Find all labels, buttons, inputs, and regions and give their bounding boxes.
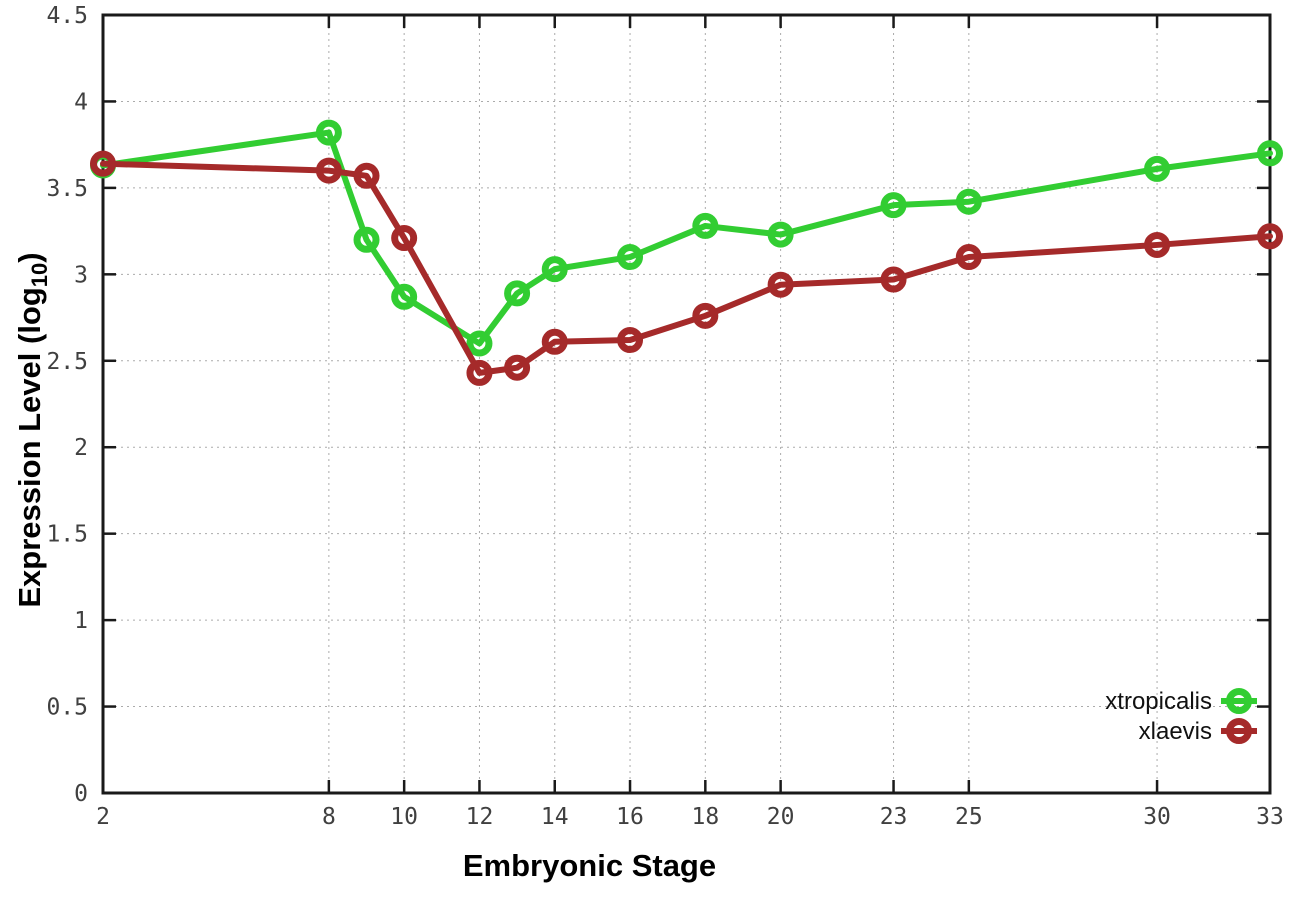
y-tick-label: 2 [74, 435, 88, 461]
x-tick-label: 20 [767, 804, 795, 830]
x-tick-label: 18 [691, 804, 719, 830]
data-point-marker-xtropicalis [466, 330, 493, 357]
y-axis-title-subscript: 10 [27, 263, 52, 287]
data-point-marker-xlaevis [504, 354, 531, 381]
x-tick-label: 16 [616, 804, 644, 830]
data-point-marker-xlaevis [692, 302, 719, 329]
data-point-marker-xtropicalis [353, 226, 380, 253]
y-tick-label: 0.5 [46, 695, 88, 721]
legend-sample-marker [1226, 688, 1252, 714]
data-point-marker-xlaevis [1144, 231, 1171, 258]
data-point-marker-xtropicalis [955, 188, 982, 215]
data-point-marker-xlaevis [1257, 223, 1283, 250]
data-point-marker-xtropicalis [767, 221, 794, 248]
series-line-xtropicalis [100, 129, 1273, 347]
y-tick-label: 4 [74, 89, 88, 115]
data-point-marker-xtropicalis [617, 244, 644, 271]
y-tick-label: 3.5 [46, 176, 88, 202]
data-point-marker-xlaevis [391, 225, 418, 252]
y-tick-label: 2.5 [46, 349, 88, 375]
legend-item-xtropicalis: xtropicalis [1105, 688, 1257, 715]
data-point-marker-xlaevis [955, 244, 982, 271]
y-tick-label: 1.5 [46, 522, 88, 548]
legend-sample-marker [1226, 718, 1252, 744]
y-tick-label: 1 [74, 608, 88, 634]
legend-item-xlaevis: xlaevis [1139, 718, 1257, 745]
series-line-xlaevis [100, 160, 1273, 376]
data-point-marker-xlaevis [315, 157, 342, 184]
x-tick-label: 25 [955, 804, 983, 830]
series-xtropicalis [90, 119, 1283, 357]
data-point-marker-xtropicalis [541, 256, 568, 283]
legend: xtropicalis xlaevis [1105, 688, 1257, 745]
y-axis-title-close: ) [12, 252, 47, 262]
x-tick-label: 14 [541, 804, 569, 830]
y-axis-title-main: Expression Level (log [12, 287, 47, 607]
data-point-marker-xlaevis [767, 271, 794, 298]
y-tick-labels: 0 0.5 1 1.5 2 2.5 3 3.5 4 4.5 [46, 3, 88, 807]
tick-marks [101, 13, 1272, 795]
series-xlaevis [90, 150, 1283, 386]
y-axis-title: Expression Level (log10) [12, 252, 52, 607]
data-point-marker-xtropicalis [504, 280, 531, 307]
data-point-marker-xtropicalis [1144, 155, 1171, 182]
data-point-marker-xlaevis [466, 359, 493, 386]
x-tick-label: 2 [96, 804, 110, 830]
x-tick-label: 12 [466, 804, 494, 830]
data-point-marker-xtropicalis [880, 192, 907, 219]
data-point-marker-xtropicalis [315, 119, 342, 146]
y-tick-label: 0 [74, 781, 88, 807]
x-tick-label: 10 [390, 804, 418, 830]
data-point-marker-xlaevis [353, 162, 380, 189]
data-point-marker-xtropicalis [1257, 140, 1283, 167]
plot-border [101, 13, 1272, 795]
y-tick-label: 3 [74, 262, 88, 288]
x-tick-label: 23 [880, 804, 908, 830]
legend-label: xtropicalis [1105, 688, 1212, 715]
y-tick-label: 4.5 [46, 3, 88, 29]
x-tick-label: 33 [1256, 804, 1284, 830]
gridlines [103, 15, 1270, 793]
data-point-marker-xlaevis [90, 150, 116, 177]
x-tick-labels: 2 8 10 12 14 16 18 20 23 25 30 33 [96, 804, 1284, 830]
x-axis-title: Embryonic Stage [463, 848, 716, 883]
data-point-marker-xtropicalis [391, 283, 418, 310]
x-tick-label: 30 [1143, 804, 1171, 830]
data-point-marker-xlaevis [617, 327, 644, 354]
data-point-marker-xlaevis [541, 328, 568, 355]
x-tick-label: 8 [322, 804, 336, 830]
data-point-marker-xlaevis [880, 266, 907, 293]
legend-label: xlaevis [1139, 718, 1212, 745]
data-point-marker-xtropicalis [692, 212, 719, 239]
